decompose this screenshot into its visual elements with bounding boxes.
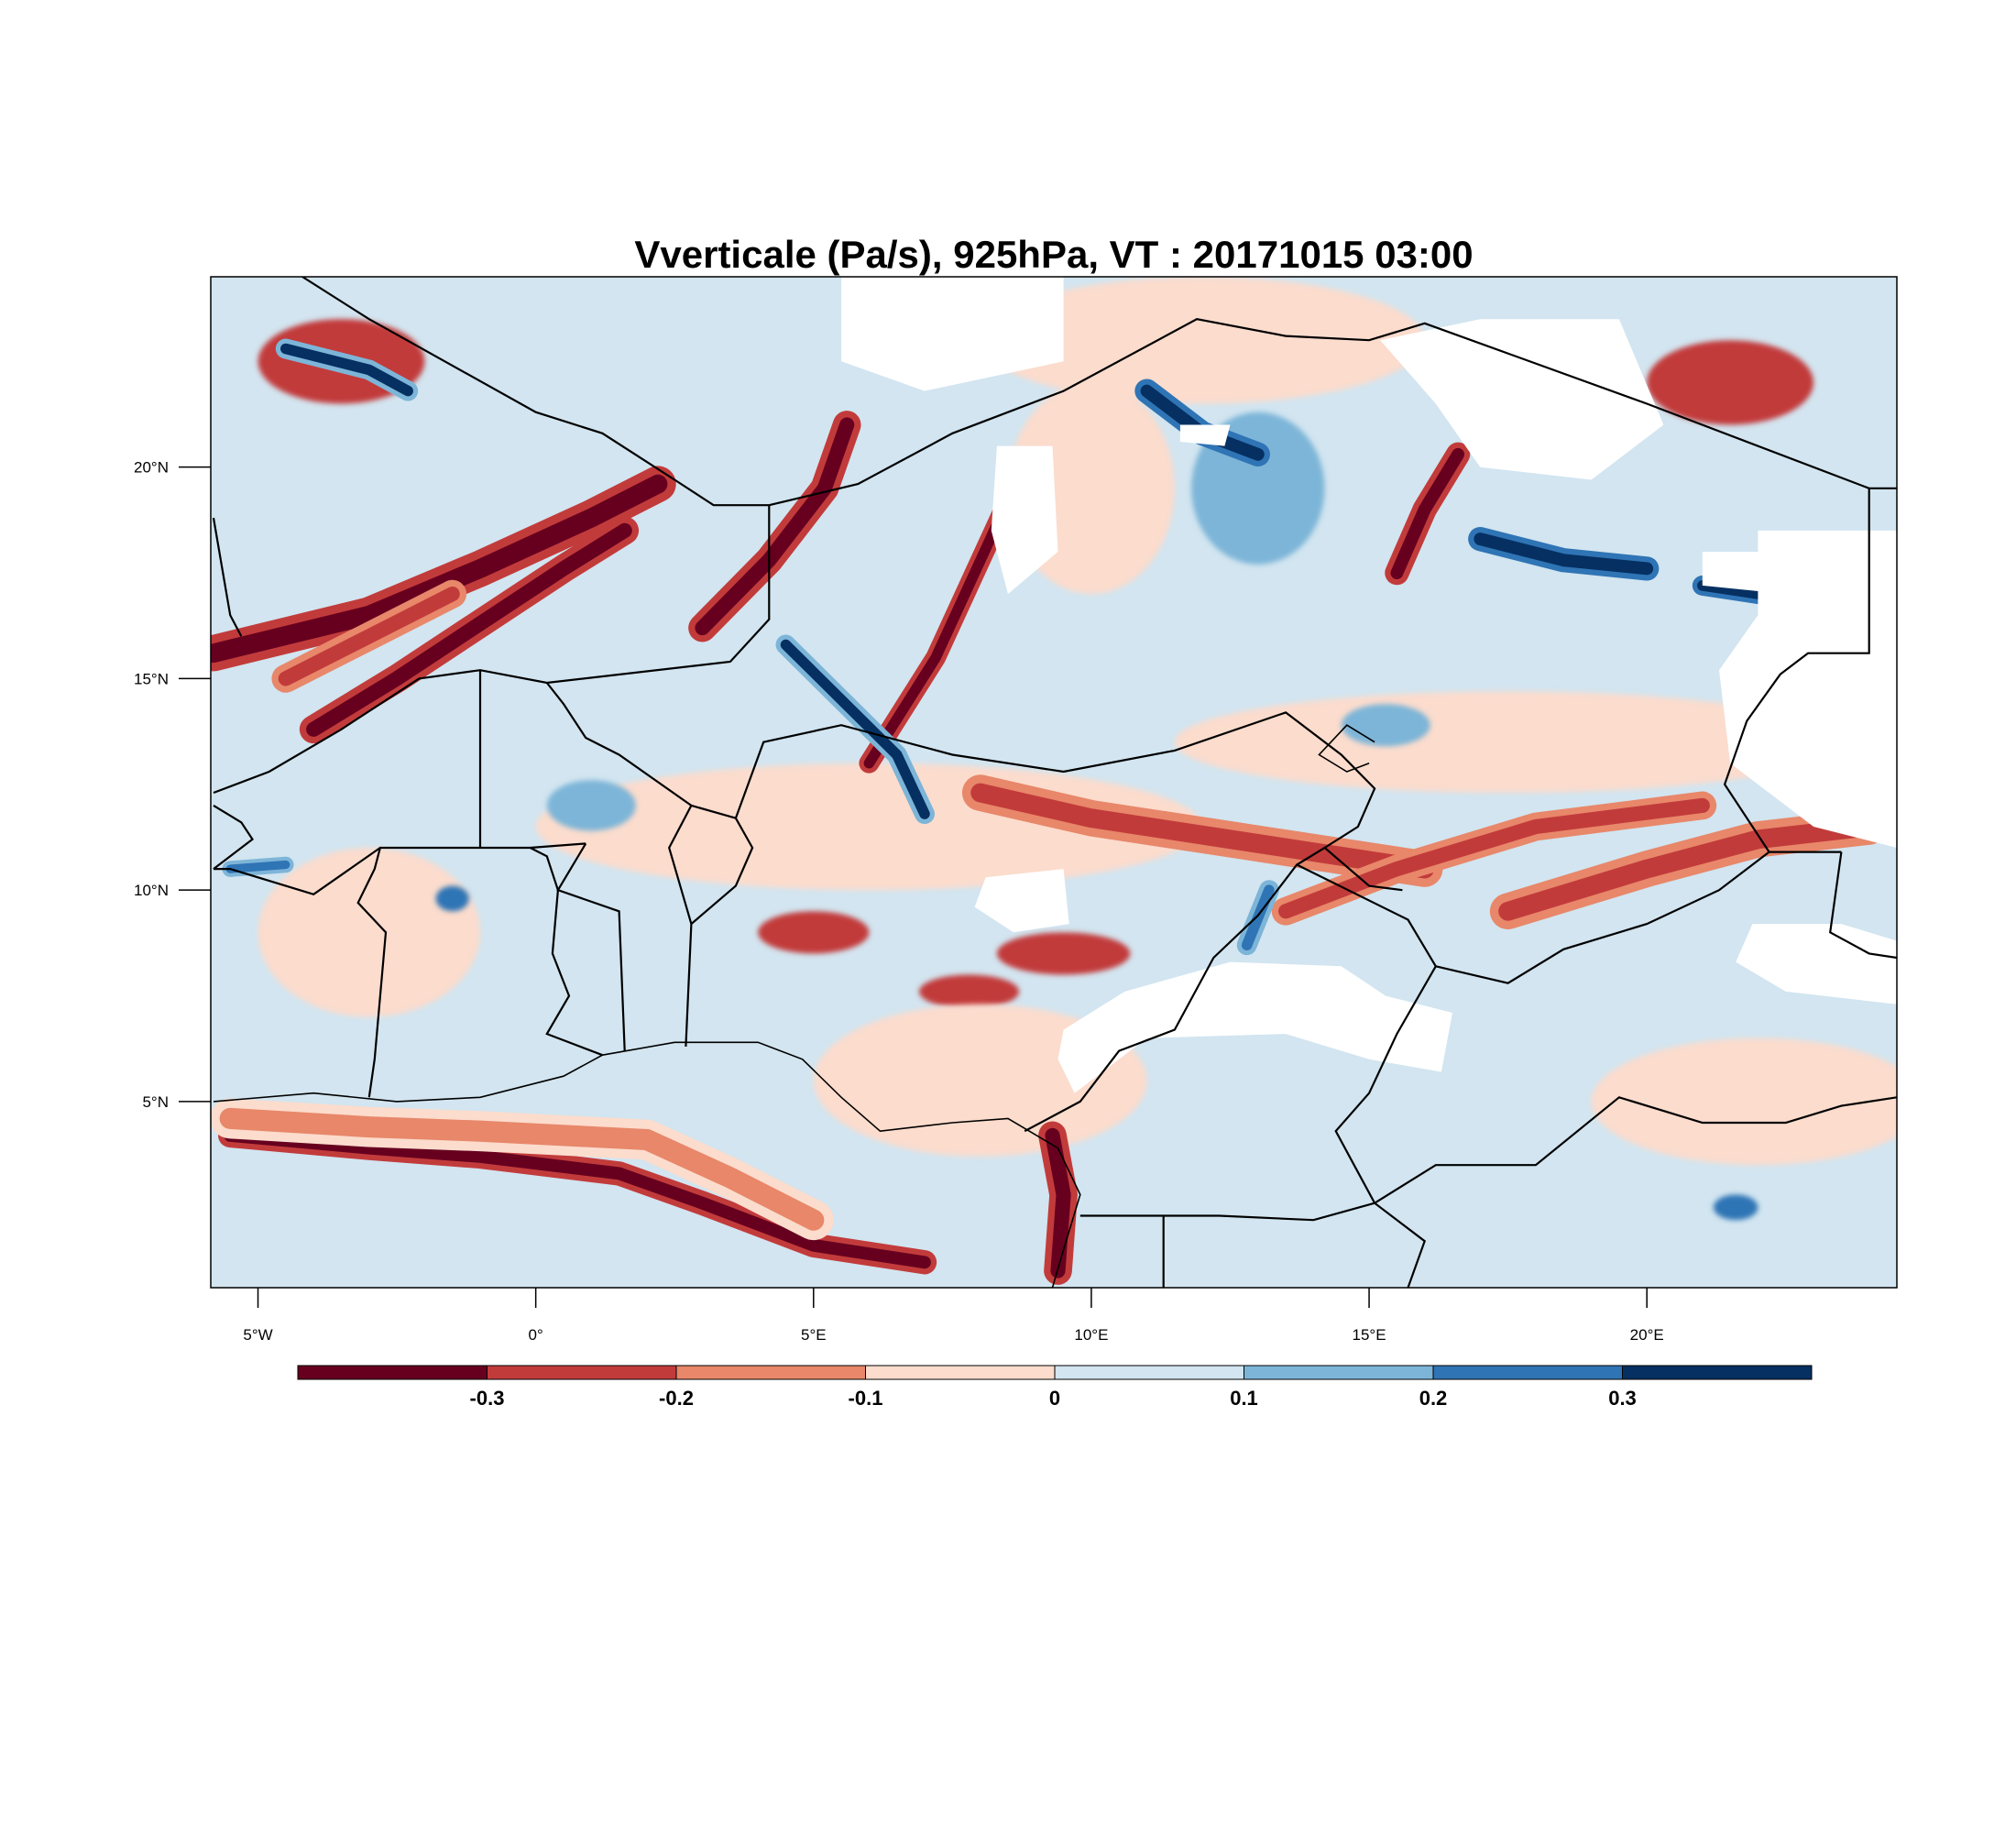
country-border (556, 842, 626, 1051)
country-border (769, 318, 1870, 507)
country-border (690, 818, 754, 925)
colorbar-label: 0 (1049, 1387, 1060, 1410)
masked-region (1719, 530, 1897, 848)
field-band (306, 522, 632, 737)
lon-tick-label: 5°W (243, 1326, 272, 1344)
masked-region (1057, 961, 1452, 1093)
masked-region (1380, 319, 1664, 480)
masked-region (991, 445, 1058, 595)
country-border (1079, 1202, 1375, 1222)
field-band (970, 783, 1435, 879)
coastline (1318, 724, 1375, 773)
country-border (1024, 847, 1326, 1133)
field-band (225, 860, 290, 873)
field-patch (1713, 1194, 1759, 1221)
longitude-ticks: 5°W 0° 5°E 10°E 15°E 20°E (243, 1288, 1664, 1344)
field-band (211, 474, 668, 664)
colorbar-swatch (297, 1365, 488, 1380)
coastlines (213, 724, 1375, 1288)
colorbar-label: 0.2 (1419, 1387, 1448, 1410)
masked-region (1179, 424, 1231, 446)
lon-tick-label: 10°E (1074, 1326, 1108, 1344)
masked-region (974, 869, 1069, 933)
field-band (695, 417, 855, 636)
lat-tick-label: 5°N (142, 1093, 169, 1111)
field-band (224, 1128, 931, 1269)
lon-tick-label: 0° (529, 1326, 543, 1344)
field-patch (1647, 340, 1814, 425)
lon-tick-label: 20°E (1630, 1326, 1664, 1344)
coastline (213, 1041, 1081, 1288)
country-border (668, 805, 693, 1047)
country-border (212, 517, 243, 637)
field-band (280, 343, 413, 397)
colorbar-swatch (1622, 1365, 1813, 1380)
colorbar-swatch (865, 1365, 1056, 1380)
field-patch (980, 277, 1425, 404)
colorbar-swatch (1244, 1365, 1434, 1380)
country-border (356, 842, 586, 1098)
country-border (1296, 851, 1842, 984)
lat-tick-label: 10°N (134, 882, 169, 899)
map-title: Vverticale (Pa/s), 925hPa, VT : 20171015… (634, 233, 1473, 276)
country-border (301, 277, 770, 507)
masked-region (1736, 924, 1897, 1004)
field-band (1045, 1127, 1071, 1279)
country-border (1723, 487, 1897, 853)
field-band (1278, 797, 1710, 919)
country-border (213, 804, 254, 870)
field-patch (1591, 1037, 1897, 1166)
lat-tick-label: 15°N (134, 670, 169, 687)
country-border (214, 847, 381, 896)
colorbar-label: 0.3 (1608, 1387, 1637, 1410)
colorbar-swatch (1432, 1365, 1623, 1380)
colorbar-swatch (1054, 1365, 1244, 1380)
field-band (1474, 532, 1654, 576)
map-frame (210, 276, 1898, 1289)
lat-tick-label: 20°N (134, 459, 169, 477)
colorbar-swatch (487, 1365, 677, 1380)
colorbar: -0.3 -0.2 -0.1 0 0.1 0.2 0.3 (297, 1365, 1813, 1410)
field-patch (1341, 704, 1430, 747)
masked-regions (841, 277, 1897, 1093)
colorbar-label: -0.2 (659, 1387, 694, 1410)
country-border (545, 682, 1403, 892)
field-band (219, 1107, 825, 1231)
lon-tick-label: 15°E (1353, 1326, 1386, 1344)
field-patch (257, 848, 481, 1017)
country-border (1334, 965, 1437, 1288)
colorbar-label: 0.1 (1230, 1387, 1258, 1410)
colorbar-swatch (675, 1365, 866, 1380)
lon-tick-label: 5°E (801, 1326, 827, 1344)
field-patch (1174, 691, 1842, 794)
field-patches (257, 277, 1897, 1221)
field-patch (918, 974, 1020, 1009)
latitude-ticks: 5°N 10°N 15°N 20°N (134, 459, 211, 1111)
field-patch (435, 885, 469, 912)
field-patch (546, 780, 636, 831)
field-band (1498, 817, 1879, 921)
field-patch (996, 932, 1131, 975)
colorbar-label: -0.3 (470, 1387, 505, 1410)
country-border (1829, 851, 1897, 960)
field-band (1390, 447, 1465, 580)
country-borders (212, 277, 1897, 1288)
field-patch (758, 911, 870, 954)
colorbar-label: -0.1 (849, 1387, 883, 1410)
field-band (278, 587, 460, 686)
field-band (780, 639, 930, 819)
field-band (1241, 884, 1275, 950)
masked-region (841, 277, 1064, 391)
map-plot-area (211, 277, 1897, 1288)
country-border (1374, 1096, 1897, 1204)
country-border (530, 847, 603, 1057)
